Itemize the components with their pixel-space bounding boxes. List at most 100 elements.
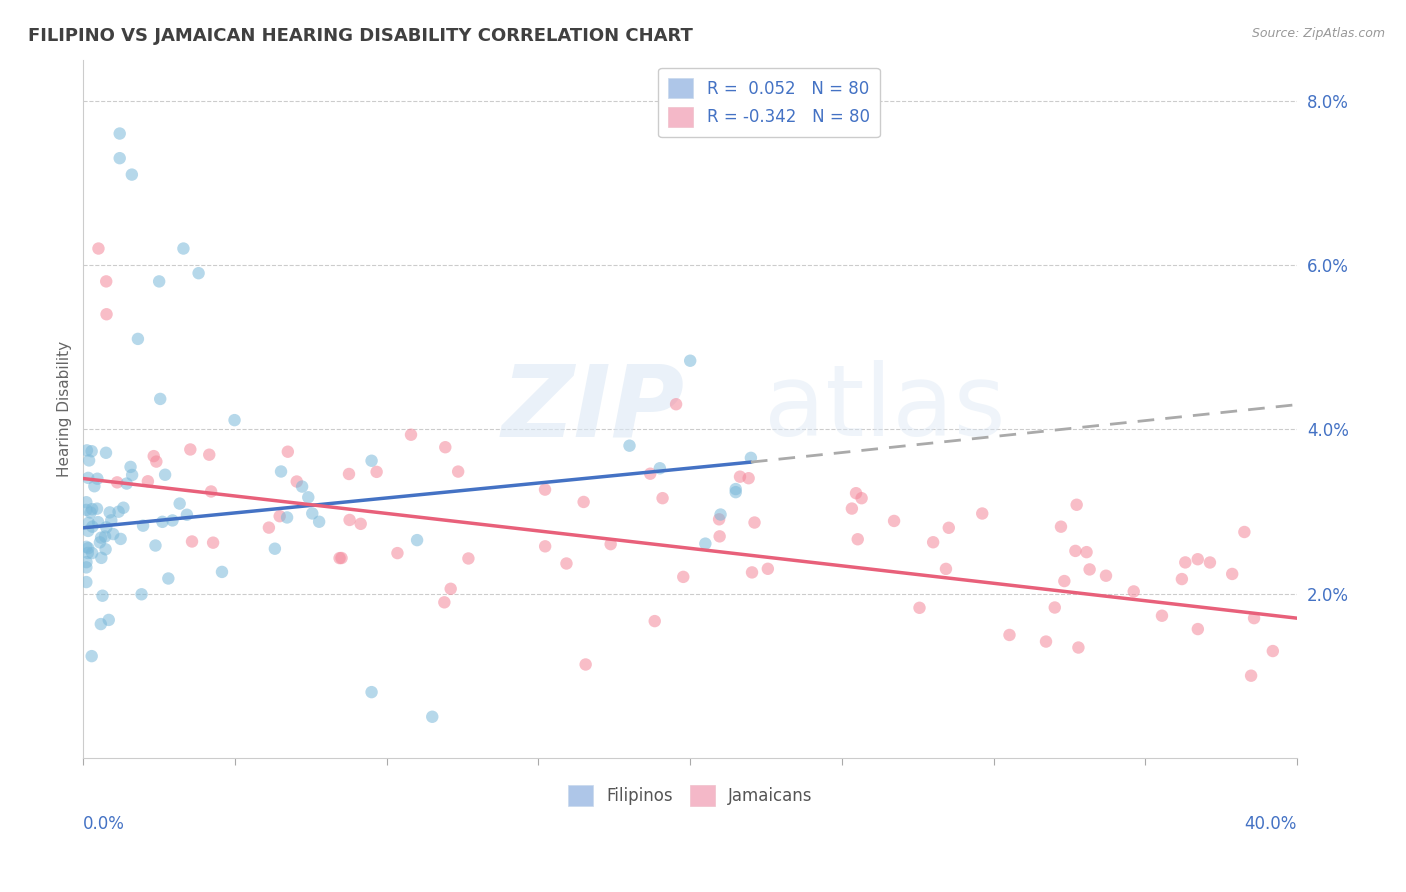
Point: [1122, 584, 1144, 599]
Point: [756, 562, 779, 576]
Point: [211, 565, 233, 579]
Point: [648, 461, 671, 475]
Point: [120, 459, 142, 474]
Point: [107, 505, 129, 519]
Point: [1050, 519, 1073, 533]
Point: [883, 514, 905, 528]
Point: [75, 575, 97, 590]
Point: [339, 513, 361, 527]
Point: [121, 467, 143, 482]
Point: [447, 465, 470, 479]
Point: [360, 454, 382, 468]
Point: [308, 515, 330, 529]
Point: [82, 546, 104, 560]
Point: [75, 503, 97, 517]
Point: [1174, 556, 1197, 570]
Point: [709, 529, 731, 543]
Point: [555, 557, 578, 571]
Point: [136, 475, 159, 489]
Point: [105, 475, 128, 490]
Point: [200, 484, 222, 499]
Point: [1053, 574, 1076, 588]
Point: [845, 486, 868, 500]
Point: [152, 515, 174, 529]
Point: [115, 476, 138, 491]
Point: [86, 472, 108, 486]
Point: [1067, 640, 1090, 655]
Point: [112, 500, 135, 515]
Point: [131, 587, 153, 601]
Point: [80, 444, 103, 458]
Point: [1043, 600, 1066, 615]
Point: [77, 516, 100, 530]
Point: [1150, 608, 1173, 623]
Point: [572, 495, 595, 509]
Point: [330, 551, 353, 566]
Point: [291, 480, 314, 494]
Point: [76, 546, 98, 560]
Point: [387, 546, 409, 560]
Legend: Filipinos, Jamaicans: Filipinos, Jamaicans: [561, 779, 820, 813]
Point: [75, 560, 97, 574]
Point: [187, 266, 209, 280]
Point: [841, 501, 863, 516]
Point: [110, 532, 132, 546]
Point: [94, 542, 117, 557]
Point: [1064, 544, 1087, 558]
Point: [1076, 545, 1098, 559]
Text: ZIP: ZIP: [502, 360, 685, 458]
Text: Source: ZipAtlas.com: Source: ZipAtlas.com: [1251, 27, 1385, 40]
Point: [457, 551, 479, 566]
Point: [1220, 566, 1243, 581]
Point: [695, 536, 717, 550]
Point: [1187, 552, 1209, 566]
Point: [96, 520, 118, 534]
Point: [91, 589, 114, 603]
Point: [100, 513, 122, 527]
Point: [406, 533, 429, 548]
Point: [77, 541, 100, 555]
Point: [709, 508, 731, 522]
Point: [270, 465, 292, 479]
Point: [638, 467, 661, 481]
Point: [98, 505, 121, 519]
Point: [169, 497, 191, 511]
Point: [96, 274, 118, 288]
Point: [644, 614, 666, 628]
Point: [337, 467, 360, 481]
Point: [1199, 556, 1222, 570]
Point: [89, 535, 111, 549]
Point: [728, 469, 751, 483]
Point: [90, 531, 112, 545]
Point: [224, 413, 246, 427]
Y-axis label: Hearing Disability: Hearing Disability: [58, 341, 72, 477]
Text: 0.0%: 0.0%: [83, 815, 125, 833]
Point: [153, 467, 176, 482]
Point: [108, 127, 131, 141]
Point: [264, 541, 287, 556]
Point: [121, 168, 143, 182]
Point: [257, 520, 280, 534]
Point: [148, 274, 170, 288]
Point: [76, 443, 98, 458]
Point: [329, 551, 352, 566]
Point: [724, 485, 747, 500]
Point: [172, 242, 194, 256]
Point: [1066, 498, 1088, 512]
Point: [651, 491, 673, 505]
Point: [142, 449, 165, 463]
Point: [83, 479, 105, 493]
Point: [908, 600, 931, 615]
Point: [935, 562, 957, 576]
Point: [176, 508, 198, 522]
Point: [80, 649, 103, 664]
Point: [851, 491, 873, 506]
Point: [79, 506, 101, 520]
Point: [179, 442, 201, 457]
Point: [82, 519, 104, 533]
Point: [181, 534, 204, 549]
Point: [77, 471, 100, 485]
Text: 40.0%: 40.0%: [1244, 815, 1298, 833]
Point: [1243, 611, 1265, 625]
Point: [1095, 568, 1118, 582]
